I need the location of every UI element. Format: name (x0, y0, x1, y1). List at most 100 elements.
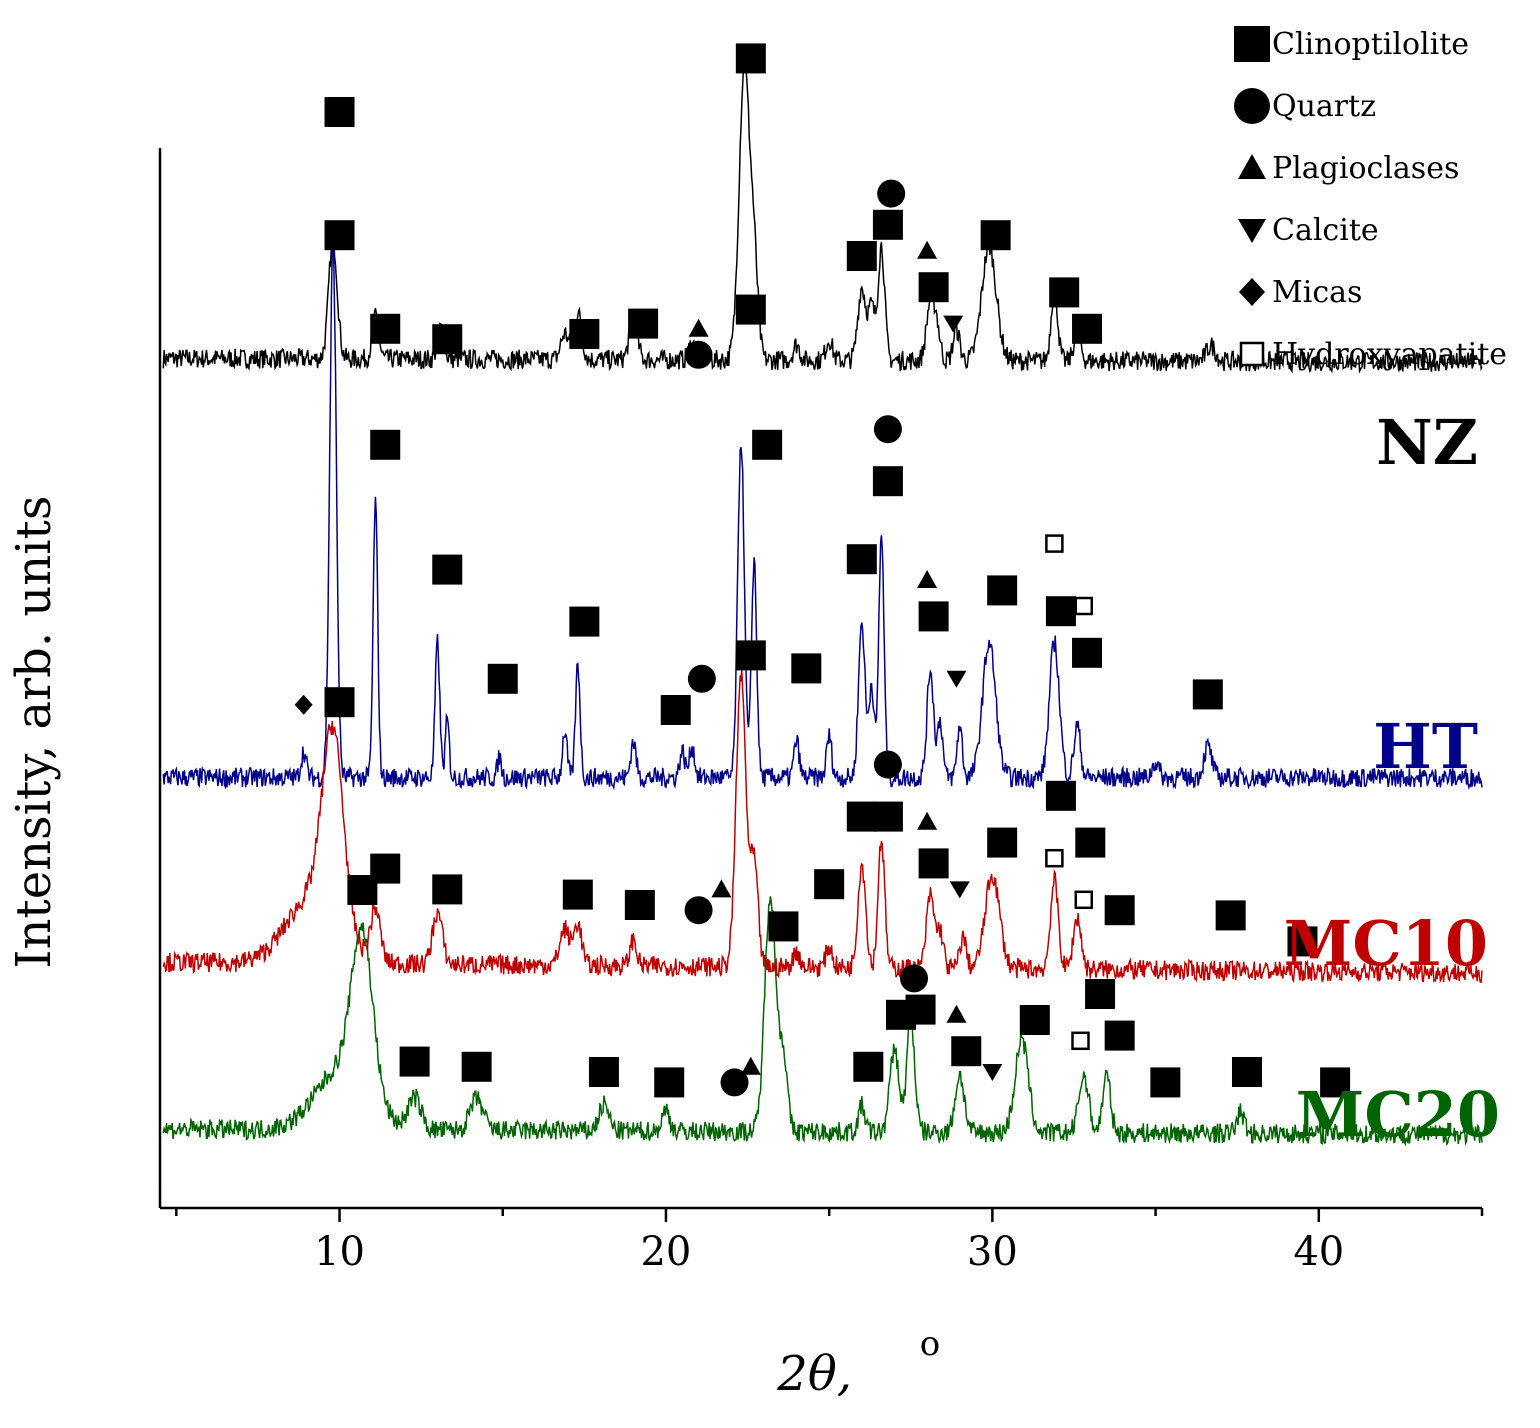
clinoptilolite-marker (1320, 1067, 1351, 1098)
quartz-marker (687, 664, 716, 693)
clinoptilolite-marker (1075, 827, 1106, 858)
legend-label: Plagioclases (1272, 151, 1459, 186)
clinoptilolite-marker (1045, 596, 1076, 627)
clinoptilolite-marker (324, 97, 355, 127)
clinoptilolite-marker (660, 695, 691, 725)
clinoptilolite-marker (1215, 900, 1246, 931)
plagioclase-marker (917, 570, 938, 588)
x-axis-title-unit: o (920, 1324, 940, 1364)
x-tick-label: 20 (640, 1229, 691, 1275)
calcite-marker (946, 670, 967, 688)
clinoptilolite-marker (432, 554, 463, 585)
legend-entry: Plagioclases (1238, 151, 1459, 186)
phase-markers (294, 43, 1351, 1098)
clinoptilolite-marker (654, 1067, 685, 1098)
clinoptilolite-marker (1231, 1057, 1262, 1087)
clinoptilolite-marker (399, 1046, 430, 1077)
clinoptilolite-marker (1072, 637, 1103, 668)
clinoptilolite-marker (1085, 979, 1116, 1009)
y-axis-title: Intensity, arb. units (6, 496, 62, 969)
clinoptilolite-marker (735, 294, 766, 325)
hydroxyapatite-marker (1074, 890, 1094, 910)
x-tick-label: 40 (1293, 1229, 1344, 1275)
clinoptilolite-marker (918, 601, 949, 632)
clinoptilolite-marker (814, 869, 845, 900)
quartz-marker (900, 964, 929, 993)
quartz-marker (684, 340, 713, 369)
calcite-marker (982, 1064, 1003, 1081)
clinoptilolite-marker (324, 220, 355, 251)
legend-square-icon (1234, 26, 1270, 62)
clinoptilolite-marker (918, 272, 949, 303)
quartz-marker (684, 896, 713, 925)
legend-diamond-icon (1239, 278, 1265, 306)
clinoptilolite-marker (1049, 277, 1080, 308)
clinoptilolite-marker (324, 687, 355, 718)
clinoptilolite-marker (752, 429, 783, 460)
x-axis-title-main: 2θ, (776, 1346, 852, 1402)
x-tick-label: 30 (967, 1229, 1018, 1275)
clinoptilolite-marker (1150, 1067, 1181, 1098)
clinoptilolite-marker (347, 875, 378, 905)
series-label-mc20: MC20 (1296, 1078, 1500, 1151)
mica-marker (294, 694, 313, 715)
legend-entry: Calcite (1238, 213, 1379, 248)
legend-label: Clinoptilolite (1272, 27, 1469, 62)
legend-entry: Micas (1239, 275, 1362, 310)
calcite-marker (949, 881, 970, 899)
series-line-mc20 (162, 896, 1483, 1147)
clinoptilolite-marker (846, 241, 877, 271)
clinoptilolite-marker (791, 653, 822, 684)
legend: Clinoptilolite Quartz Plagioclases Calcite M… (1234, 26, 1507, 372)
clinoptilolite-marker (987, 827, 1018, 858)
clinoptilolite-marker (980, 220, 1011, 251)
clinoptilolite-marker (872, 209, 903, 240)
legend-triangle-down-icon (1238, 219, 1266, 243)
clinoptilolite-marker (569, 606, 600, 637)
clinoptilolite-marker (461, 1051, 492, 1082)
legend-entry: Quartz (1234, 88, 1376, 124)
clinoptilolite-marker (569, 319, 600, 349)
legend-triangle-up-icon (1238, 154, 1266, 179)
clinoptilolite-marker (735, 43, 766, 74)
plagioclase-marker (688, 318, 709, 337)
hydroxyapatite-marker (1045, 848, 1064, 868)
calcite-marker (943, 315, 964, 333)
plot-area: 10 20 30 40 (158, 43, 1484, 1275)
legend-label: Quartz (1272, 89, 1376, 124)
clinoptilolite-marker (628, 308, 659, 339)
clinoptilolite-marker (918, 848, 949, 879)
series-label-mc10: MC10 (1284, 907, 1488, 980)
plagioclase-marker (740, 1056, 761, 1075)
clinoptilolite-marker (1104, 895, 1135, 926)
clinoptilolite-marker (370, 313, 401, 344)
clinoptilolite-marker (905, 994, 936, 1025)
legend-label: Hydroxyapatite (1272, 337, 1507, 372)
legend-entry: Clinoptilolite (1234, 26, 1469, 62)
series-line-ht (162, 235, 1483, 791)
clinoptilolite-marker (1104, 1020, 1135, 1051)
plagioclase-marker (711, 879, 732, 898)
clinoptilolite-marker (1019, 1005, 1050, 1035)
clinoptilolite-marker (432, 324, 463, 355)
clinoptilolite-marker (562, 879, 593, 910)
clinoptilolite-marker (1192, 679, 1223, 710)
legend-open-square-icon (1239, 341, 1265, 367)
clinoptilolite-marker (987, 575, 1018, 606)
quartz-marker (720, 1068, 749, 1097)
series-labels: NZ HT MC10 MC20 (1284, 406, 1500, 1151)
x-axis-title: 2θ, o (776, 1324, 940, 1402)
clinoptilolite-marker (846, 544, 877, 575)
plagioclase-marker (917, 811, 938, 830)
quartz-marker (877, 179, 906, 208)
clinoptilolite-marker (588, 1057, 619, 1087)
series-label-ht: HT (1373, 710, 1478, 783)
clinoptilolite-marker (624, 890, 655, 920)
clinoptilolite-marker (487, 663, 518, 694)
clinoptilolite-marker (853, 1051, 884, 1082)
quartz-marker (873, 750, 902, 779)
plagioclase-marker (946, 1004, 967, 1023)
legend-label: Micas (1272, 275, 1362, 310)
clinoptilolite-marker (846, 801, 877, 832)
